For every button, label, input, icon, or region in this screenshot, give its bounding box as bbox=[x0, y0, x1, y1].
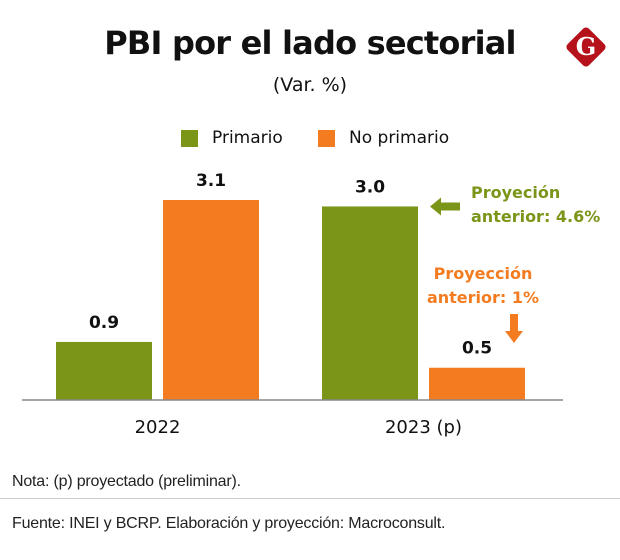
data-label: 3.1 bbox=[196, 171, 226, 191]
source-note: Fuente: INEI y BCRP. Elaboración y proye… bbox=[12, 515, 446, 532]
data-label: 3.0 bbox=[355, 177, 385, 197]
legend-swatch-primario bbox=[181, 129, 198, 147]
x-tick-label: 2022 bbox=[135, 417, 181, 438]
legend: Primario No primario bbox=[0, 128, 620, 150]
bar-primario-0 bbox=[56, 341, 152, 400]
legend-swatch-no-primario bbox=[318, 129, 335, 147]
logo-letter: G bbox=[576, 32, 597, 61]
logo-diamond bbox=[566, 27, 606, 67]
legend-label: No primario bbox=[349, 128, 450, 148]
data-label: 0.9 bbox=[89, 313, 119, 333]
arrow-left-icon bbox=[430, 197, 460, 216]
bar-no-primario-0 bbox=[163, 200, 259, 400]
legend-item-primario: Primario bbox=[181, 128, 283, 148]
data-label: 0.5 bbox=[462, 339, 492, 359]
annotation-text: anterior: 1% bbox=[427, 288, 539, 307]
chart-subtitle: (Var. %) bbox=[272, 74, 348, 96]
chart-title: PBI por el lado sectorial bbox=[104, 24, 516, 62]
bar-primario-1 bbox=[322, 206, 418, 400]
annotation-text: Proyección bbox=[434, 264, 533, 283]
legend-label: Primario bbox=[212, 128, 283, 148]
bar-no-primario-1 bbox=[429, 367, 525, 400]
arrow-down-icon bbox=[505, 314, 523, 343]
annotation-text: Proyeción bbox=[471, 183, 560, 202]
legend-item-no-primario: No primario bbox=[318, 128, 449, 148]
x-tick-label: 2023 (p) bbox=[385, 417, 462, 438]
divider bbox=[0, 498, 620, 499]
gestion-logo-icon: G bbox=[566, 27, 606, 67]
bar-chart: 0.9 3.1 2022 3.0 0.5 2023 (p) Proyeción anterio… bbox=[22, 171, 600, 438]
annotation-text: anterior: 4.6% bbox=[471, 207, 600, 226]
footnote: Nota: (p) proyectado (preliminar). bbox=[12, 473, 241, 490]
